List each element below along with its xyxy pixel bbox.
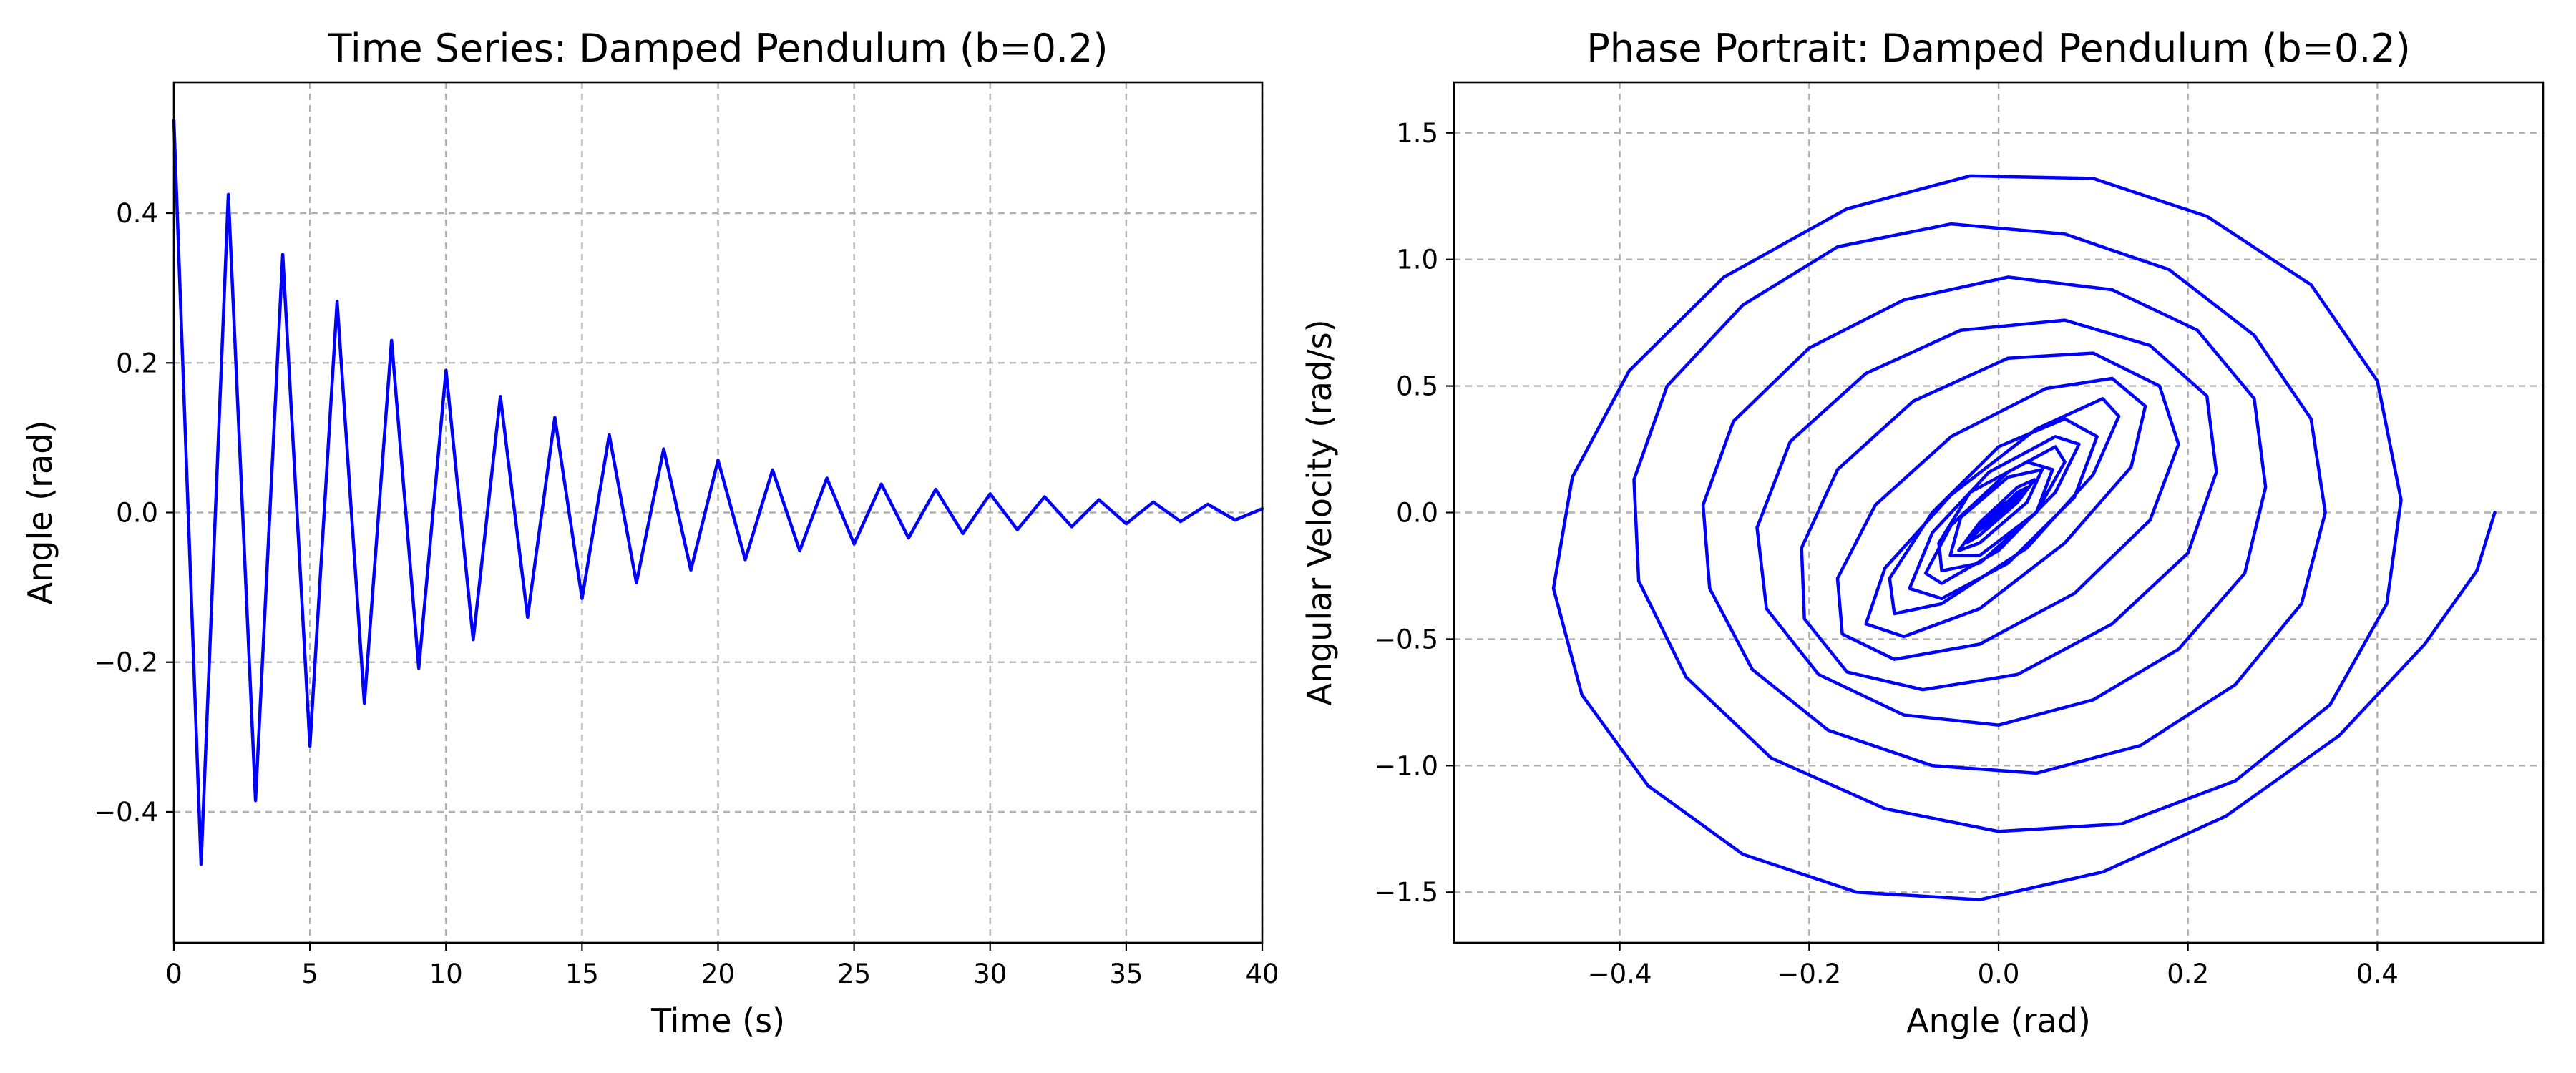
time-series-x-tick-label: 30 bbox=[973, 959, 1007, 989]
phase-portrait-x-tick-label: 0.4 bbox=[2356, 959, 2399, 989]
time-series-y-tick-label: −0.4 bbox=[94, 797, 158, 828]
phase-portrait-y-tick-label: −1.0 bbox=[1374, 750, 1438, 781]
phase-portrait-y-tick-label: 1.0 bbox=[1396, 245, 1438, 275]
time-series-title: Time Series: Damped Pendulum (b=0.2) bbox=[327, 26, 1108, 71]
phase-portrait-x-tick-label: 0.0 bbox=[1978, 959, 2020, 989]
time-series-x-tick-label: 35 bbox=[1109, 959, 1143, 989]
time-series-x-tick-label: 25 bbox=[837, 959, 871, 989]
phase-portrait-y-axis-label: Angular Velocity (rad/s) bbox=[1300, 319, 1339, 705]
time-series-y-tick-label: 0.0 bbox=[116, 498, 158, 529]
time-series-x-tick-label: 20 bbox=[701, 959, 735, 989]
phase-portrait-x-tick-label: −0.4 bbox=[1588, 959, 1652, 989]
time-series-y-axis-label: Angle (rad) bbox=[21, 421, 59, 605]
phase-portrait-x-tick-label: 0.2 bbox=[2167, 959, 2209, 989]
time-series-y-tick-label: −0.2 bbox=[94, 647, 158, 678]
time-series-x-tick-label: 5 bbox=[301, 959, 318, 989]
time-series-series-line bbox=[172, 119, 1264, 866]
phase-portrait-y-tick-label: 0.5 bbox=[1396, 371, 1438, 402]
time-series-x-tick-label: 40 bbox=[1245, 959, 1279, 989]
phase-portrait-y-tick-label: 1.5 bbox=[1396, 118, 1438, 149]
time-series-plot: 0 5 10 15 20 25 30 35 40 −0.4 −0.2 0.0 0.2 0.4 Time Se… bbox=[21, 26, 1279, 1040]
phase-portrait-y-tick-label: −0.5 bbox=[1374, 624, 1438, 655]
phase-portrait-y-tick-label: −1.5 bbox=[1374, 877, 1438, 908]
time-series-x-tick-label: 0 bbox=[165, 959, 182, 989]
time-series-y-tick-label: 0.4 bbox=[116, 198, 158, 229]
time-series-x-tick-label: 10 bbox=[429, 959, 463, 989]
time-series-x-tick-label: 15 bbox=[565, 959, 599, 989]
phase-portrait-x-axis-label: Angle (rad) bbox=[1906, 1001, 2091, 1040]
phase-portrait-y-tick-label: 0.0 bbox=[1396, 498, 1438, 529]
phase-portrait-x-tick-label: −0.2 bbox=[1777, 959, 1841, 989]
time-series-x-axis-label: Time (s) bbox=[650, 1001, 785, 1040]
time-series-y-tick-label: 0.2 bbox=[116, 348, 158, 378]
phase-portrait-plot: −0.4 −0.2 0.0 0.2 0.4 −1.5 −1.0 −0.5 0.0 0.5 1.0 1.… bbox=[1300, 26, 2545, 1040]
phase-portrait-series-line bbox=[1551, 174, 2497, 902]
phase-portrait-title: Phase Portrait: Damped Pendulum (b=0.2) bbox=[1586, 26, 2411, 71]
